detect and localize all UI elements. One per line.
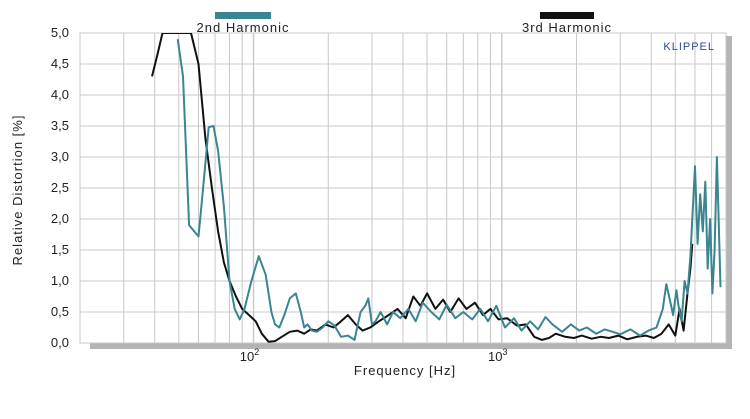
x-axis-ticks: 102 103 [240, 347, 508, 364]
x-axis-title: Frequency [Hz] [354, 363, 456, 378]
legend-label-2nd-harmonic: 2nd Harmonic [197, 20, 290, 35]
y-tick-label: 3,5 [51, 118, 69, 133]
y-axis-ticks: 0,0 0,5 1,0 1,5 2,0 2,5 3,0 3,5 4,0 4,5 5,0 [51, 25, 69, 350]
legend-label-3rd-harmonic: 3rd Harmonic [522, 20, 612, 35]
y-tick-label: 5,0 [51, 25, 69, 40]
watermark-klippel: KLIPPEL [663, 41, 715, 53]
legend: 2nd Harmonic 3rd Harmonic [197, 12, 612, 35]
grid [80, 33, 726, 343]
y-tick-label: 0,0 [51, 335, 69, 350]
legend-swatch-3rd-harmonic [540, 12, 594, 19]
y-tick-label: 4,0 [51, 87, 69, 102]
y-tick-label: 2,0 [51, 211, 69, 226]
y-tick-label: 0,5 [51, 304, 69, 319]
y-tick-label: 2,5 [51, 180, 69, 195]
x-tick-label: 103 [488, 347, 507, 364]
series-layer [151, 33, 722, 343]
series-line-2nd-harmonic [176, 39, 722, 341]
y-axis-title: Relative Distortion [%] [10, 115, 25, 266]
legend-swatch-2nd-harmonic [215, 12, 271, 19]
frame-shadow-right [726, 36, 732, 349]
y-tick-label: 4,5 [51, 56, 69, 71]
y-tick-label: 3,0 [51, 149, 69, 164]
y-tick-label: 1,0 [51, 273, 69, 288]
x-tick-label: 102 [240, 347, 259, 364]
y-tick-label: 1,5 [51, 242, 69, 257]
series-line-3rd-harmonic [151, 33, 694, 343]
frame-shadow-bottom [90, 343, 732, 349]
